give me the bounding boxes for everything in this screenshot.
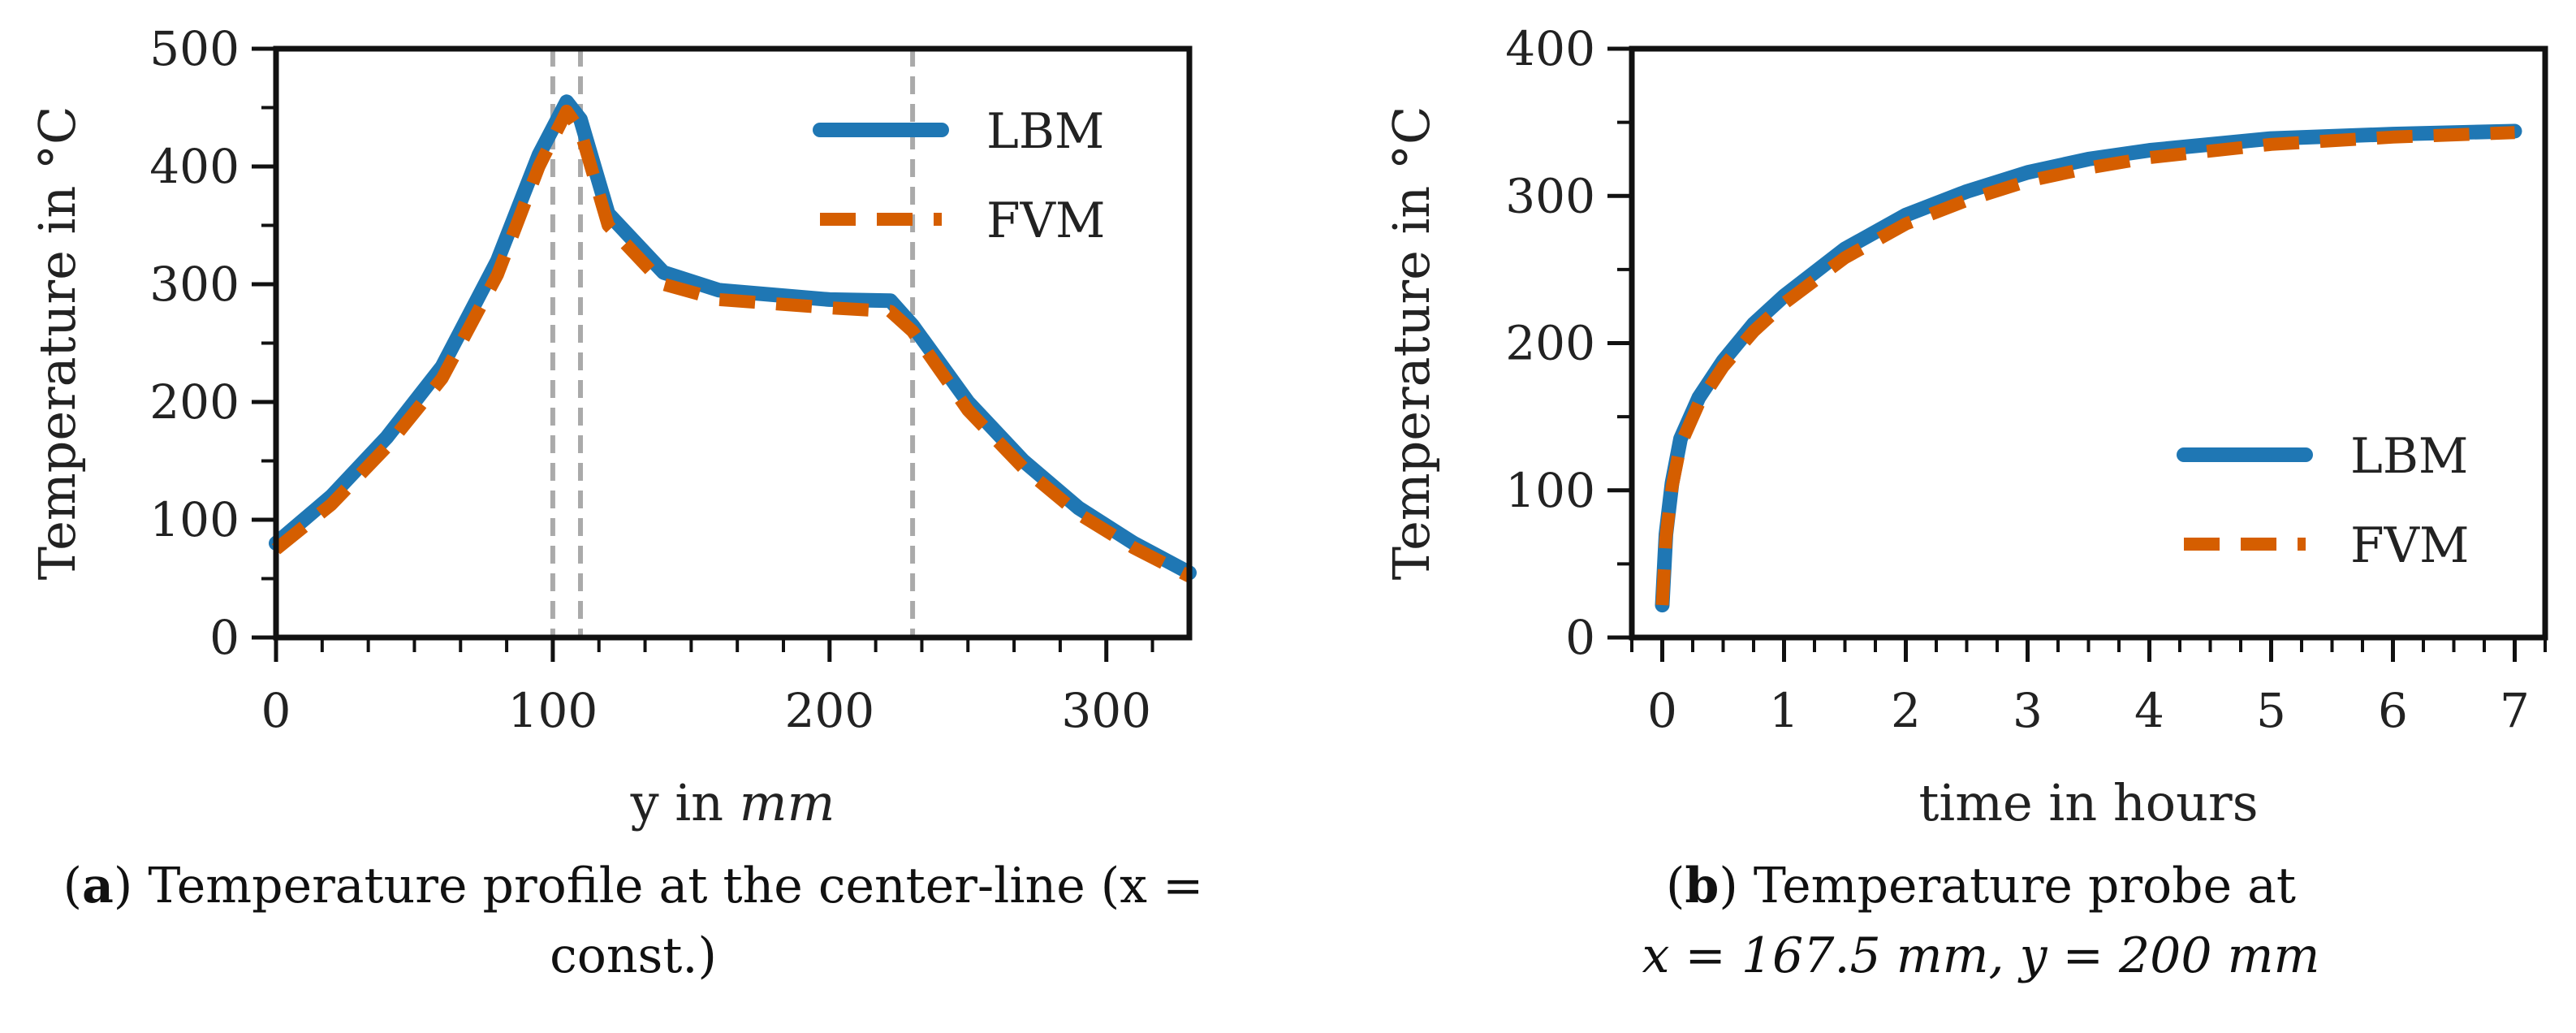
y-tick-label-500: 500 — [149, 21, 239, 76]
x-tick-label-2: 2 — [1891, 683, 1921, 738]
caption-a-text: Temperature profile at the center-line (… — [148, 858, 1204, 914]
y-tick-label-300: 300 — [1505, 168, 1595, 223]
caption-b-line2: x = 167.5 mm, y = 200 mm — [1642, 927, 2320, 984]
x-tick-label-1: 1 — [1769, 683, 1799, 738]
caption-a: (a) Temperature profile at the center-li… — [63, 858, 1204, 984]
legend-label-lbm: LBM — [2350, 428, 2468, 485]
y-tick-label-0: 0 — [1565, 610, 1595, 665]
x-tick-label-5: 5 — [2256, 683, 2286, 738]
x-axis-title: time in hours — [1918, 773, 2258, 832]
series-line-fvm — [271, 104, 1193, 582]
x-tick-label-4: 4 — [2134, 683, 2164, 738]
series-line-lbm — [269, 94, 1197, 581]
x-tick-label-6: 6 — [2378, 683, 2408, 738]
y-tick-label-0: 0 — [209, 610, 239, 665]
caption-a-text-2: const.) — [550, 927, 717, 984]
legend-label-lbm: LBM — [986, 103, 1104, 160]
chart-panel-a: 0 100 200 300 400 500 0 100 200 300 y in mm Tempera… — [28, 21, 1197, 832]
caption-b-text: Temperature probe at — [1753, 858, 2297, 914]
caption-b: (b) Temperature probe at x = 167.5 mm, y… — [1642, 858, 2320, 984]
series-line-fvm — [1655, 126, 2515, 606]
x-tick-label-100: 100 — [508, 683, 598, 738]
y-axis-title: Temperature in °C — [1382, 106, 1441, 581]
legend-label-fvm: FVM — [2350, 517, 2469, 574]
caption-a-label: a — [82, 858, 114, 914]
x-tick-label-0: 0 — [261, 683, 291, 738]
chart-panel-b: 0 100 200 300 400 0 1 2 3 4 5 6 7 time in hours Temper… — [1382, 21, 2548, 832]
y-tick-label-300: 300 — [149, 257, 239, 312]
y-tick-label-400: 400 — [149, 139, 239, 194]
y-axis-title: Temperature in °C — [28, 106, 87, 581]
y-tick-label-200: 200 — [149, 374, 239, 430]
x-axis-title: y in mm — [630, 773, 835, 832]
x-tick-label-3: 3 — [2013, 683, 2043, 738]
x-tick-label-300: 300 — [1061, 683, 1151, 738]
caption-b-label: b — [1685, 858, 1719, 914]
legend-label-fvm: FVM — [986, 192, 1105, 249]
series-line-lbm — [1655, 123, 2522, 613]
y-tick-label-100: 100 — [1505, 463, 1595, 518]
y-tick-label-100: 100 — [149, 492, 239, 547]
x-tick-label-200: 200 — [784, 683, 874, 738]
y-tick-label-400: 400 — [1505, 21, 1595, 76]
x-tick-label-0: 0 — [1647, 683, 1677, 738]
x-tick-label-7: 7 — [2500, 683, 2530, 738]
x-axis-unit: mm — [723, 773, 835, 832]
y-tick-label-200: 200 — [1505, 316, 1595, 371]
